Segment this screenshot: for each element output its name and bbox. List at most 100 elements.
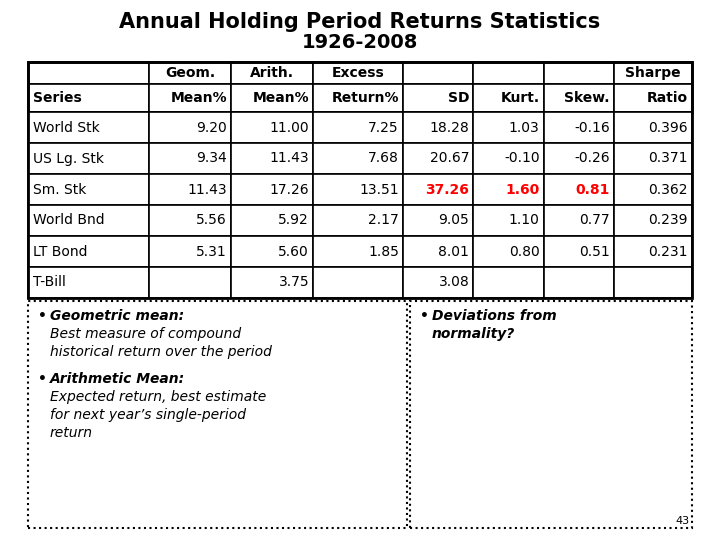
Text: 9.34: 9.34 xyxy=(197,152,227,165)
Text: 18.28: 18.28 xyxy=(430,120,469,134)
Text: Sm. Stk: Sm. Stk xyxy=(33,183,86,197)
Bar xyxy=(231,205,313,236)
Text: 1926-2008: 1926-2008 xyxy=(302,33,418,52)
Bar xyxy=(231,143,313,174)
Text: •: • xyxy=(38,372,47,386)
Text: Best measure of compound: Best measure of compound xyxy=(50,327,241,341)
Text: 37.26: 37.26 xyxy=(426,183,469,197)
Bar xyxy=(313,236,403,267)
Bar xyxy=(28,174,149,205)
Bar xyxy=(28,267,149,298)
Text: historical return over the period: historical return over the period xyxy=(50,345,272,359)
Bar xyxy=(313,112,403,143)
Bar xyxy=(614,112,692,143)
Bar xyxy=(28,62,692,112)
Text: 2.17: 2.17 xyxy=(368,213,399,227)
Text: 0.80: 0.80 xyxy=(509,245,539,259)
Text: •: • xyxy=(420,309,428,323)
Bar xyxy=(614,236,692,267)
Bar xyxy=(149,84,231,112)
Bar xyxy=(544,236,614,267)
Text: Geom.: Geom. xyxy=(165,66,215,80)
Text: Sharpe: Sharpe xyxy=(625,66,680,80)
Bar xyxy=(544,205,614,236)
Text: 1.10: 1.10 xyxy=(509,213,539,227)
Text: 0.51: 0.51 xyxy=(579,245,610,259)
Bar xyxy=(313,143,403,174)
Text: 3.08: 3.08 xyxy=(438,275,469,289)
Bar xyxy=(149,267,231,298)
Bar xyxy=(544,143,614,174)
Text: 13.51: 13.51 xyxy=(359,183,399,197)
Bar xyxy=(313,205,403,236)
Text: Mean%: Mean% xyxy=(253,91,309,105)
Bar xyxy=(403,205,473,236)
Text: normality?: normality? xyxy=(432,327,515,341)
Bar xyxy=(473,267,544,298)
Text: US Lg. Stk: US Lg. Stk xyxy=(33,152,104,165)
Text: 0.362: 0.362 xyxy=(649,183,688,197)
Text: 0.231: 0.231 xyxy=(649,245,688,259)
Bar xyxy=(614,205,692,236)
Bar xyxy=(614,62,692,84)
Bar xyxy=(231,84,313,112)
Bar xyxy=(149,236,231,267)
Bar xyxy=(28,301,407,528)
Text: Excess: Excess xyxy=(332,66,384,80)
Bar xyxy=(544,112,614,143)
Bar xyxy=(28,62,149,84)
Text: Expected return, best estimate: Expected return, best estimate xyxy=(50,390,266,404)
Text: 9.05: 9.05 xyxy=(438,213,469,227)
Text: Skew.: Skew. xyxy=(564,91,610,105)
Bar xyxy=(544,267,614,298)
Bar xyxy=(28,143,149,174)
Text: LT Bond: LT Bond xyxy=(33,245,88,259)
Text: Series: Series xyxy=(33,91,82,105)
Text: 5.60: 5.60 xyxy=(279,245,309,259)
Text: 0.396: 0.396 xyxy=(649,120,688,134)
Bar xyxy=(473,236,544,267)
Bar xyxy=(313,84,403,112)
Bar xyxy=(149,112,231,143)
Text: T-Bill: T-Bill xyxy=(33,275,66,289)
Bar xyxy=(28,112,149,143)
Bar xyxy=(473,143,544,174)
Bar xyxy=(403,62,473,84)
Bar xyxy=(231,267,313,298)
Text: 0.239: 0.239 xyxy=(649,213,688,227)
Bar xyxy=(403,112,473,143)
Text: Annual Holding Period Returns Statistics: Annual Holding Period Returns Statistics xyxy=(120,12,600,32)
Text: 1.60: 1.60 xyxy=(505,183,539,197)
Text: -0.26: -0.26 xyxy=(575,152,610,165)
Bar xyxy=(403,143,473,174)
Text: 5.92: 5.92 xyxy=(279,213,309,227)
Text: 11.43: 11.43 xyxy=(269,152,309,165)
Bar xyxy=(313,174,403,205)
Text: 5.56: 5.56 xyxy=(197,213,227,227)
Bar xyxy=(231,112,313,143)
Text: World Bnd: World Bnd xyxy=(33,213,104,227)
Text: 7.25: 7.25 xyxy=(369,120,399,134)
Bar xyxy=(473,112,544,143)
Text: 20.67: 20.67 xyxy=(430,152,469,165)
Text: Return%: Return% xyxy=(331,91,399,105)
Bar xyxy=(473,62,544,84)
Bar xyxy=(473,205,544,236)
Bar xyxy=(313,62,403,84)
Bar xyxy=(403,267,473,298)
Text: Arithmetic Mean:: Arithmetic Mean: xyxy=(50,372,185,386)
Text: World Stk: World Stk xyxy=(33,120,100,134)
Text: 3.75: 3.75 xyxy=(279,275,309,289)
Bar xyxy=(410,301,692,528)
Bar xyxy=(544,174,614,205)
Text: -0.16: -0.16 xyxy=(574,120,610,134)
Text: 7.68: 7.68 xyxy=(368,152,399,165)
Bar xyxy=(614,267,692,298)
Bar xyxy=(403,84,473,112)
Bar xyxy=(614,174,692,205)
Text: 5.31: 5.31 xyxy=(197,245,227,259)
Text: 0.77: 0.77 xyxy=(580,213,610,227)
Bar xyxy=(313,267,403,298)
Text: 0.371: 0.371 xyxy=(649,152,688,165)
Text: return: return xyxy=(50,426,93,440)
